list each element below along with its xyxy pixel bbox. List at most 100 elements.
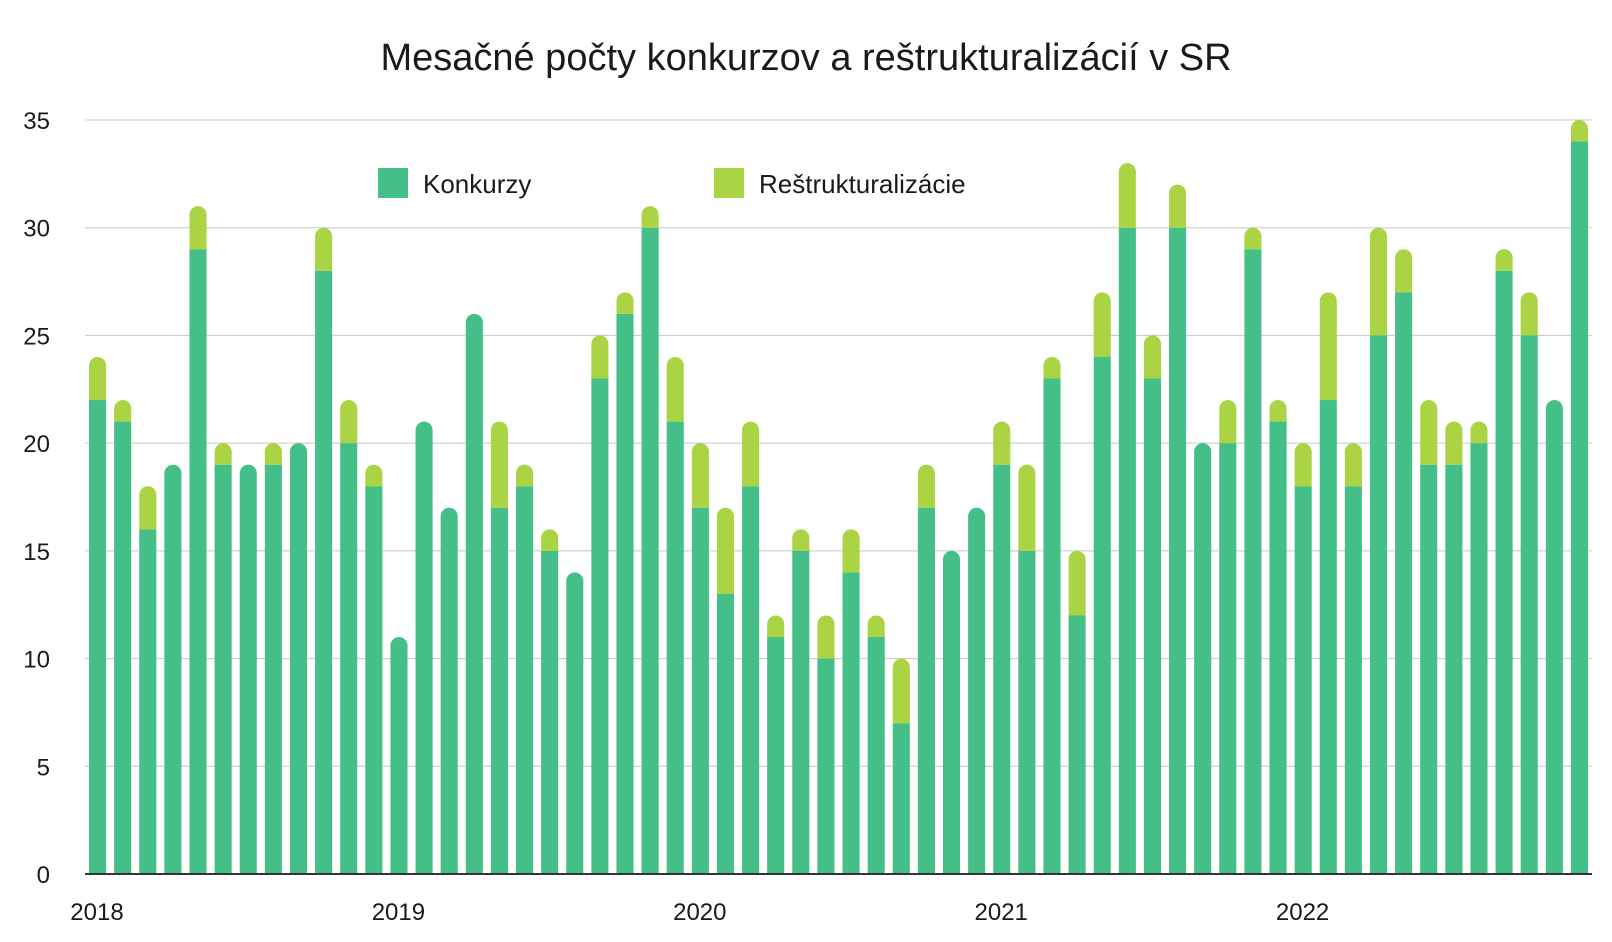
bar-restrukturalizacie bbox=[1219, 400, 1237, 444]
bar-restrukturalizacie bbox=[842, 529, 860, 573]
legend-swatch-konkurzy bbox=[378, 168, 408, 198]
y-tick-label: 35 bbox=[23, 108, 50, 135]
y-tick-label: 30 bbox=[23, 216, 50, 243]
bar-konkurzy bbox=[415, 421, 433, 874]
legend-label-konkurzy: Konkurzy bbox=[423, 169, 531, 199]
bar-konkurzy bbox=[1068, 615, 1086, 874]
bar-group bbox=[516, 464, 534, 874]
bar-konkurzy bbox=[1269, 421, 1287, 874]
bar-group bbox=[1269, 400, 1287, 874]
bar-group bbox=[616, 292, 634, 874]
bar-restrukturalizacie bbox=[867, 615, 885, 638]
bar-restrukturalizacie bbox=[114, 400, 132, 422]
bar-konkurzy bbox=[817, 658, 835, 874]
bar-group bbox=[867, 615, 885, 874]
bar-konkurzy bbox=[315, 270, 333, 874]
bar-group bbox=[641, 206, 659, 874]
bar-restrukturalizacie bbox=[1093, 292, 1111, 357]
bar-group bbox=[1294, 443, 1312, 874]
bar-restrukturalizacie bbox=[264, 443, 282, 465]
bar-restrukturalizacie bbox=[767, 615, 785, 638]
bar-restrukturalizacie bbox=[892, 658, 910, 724]
chart-title: Mesačné počty konkurzov a reštrukturaliz… bbox=[380, 37, 1231, 79]
bar-konkurzy bbox=[1219, 443, 1237, 874]
bar-group bbox=[340, 400, 358, 874]
bar-restrukturalizacie bbox=[993, 421, 1011, 465]
bar-konkurzy bbox=[541, 550, 559, 874]
bar-konkurzy bbox=[566, 572, 584, 874]
bar-restrukturalizacie bbox=[541, 529, 559, 551]
bar-konkurzy bbox=[1093, 356, 1111, 874]
bar-group bbox=[842, 529, 860, 874]
bar-group bbox=[1194, 443, 1212, 874]
bar-restrukturalizacie bbox=[1395, 249, 1413, 293]
bar-konkurzy bbox=[942, 550, 961, 874]
bar-restrukturalizacie bbox=[666, 356, 684, 422]
y-tick-label: 5 bbox=[37, 754, 50, 781]
bar-group bbox=[1495, 249, 1513, 874]
bar-restrukturalizacie bbox=[1319, 292, 1337, 401]
x-tick-label: 2019 bbox=[372, 899, 425, 926]
bar-restrukturalizacie bbox=[214, 443, 232, 465]
bar-group bbox=[490, 421, 508, 874]
x-tick-label: 2018 bbox=[70, 899, 123, 926]
x-tick-label: 2021 bbox=[975, 899, 1028, 926]
bar-restrukturalizacie bbox=[1043, 356, 1061, 379]
bar-konkurzy bbox=[616, 313, 634, 874]
bar-group bbox=[139, 486, 157, 874]
bar-restrukturalizacie bbox=[1445, 421, 1463, 465]
bar-restrukturalizacie bbox=[1118, 163, 1136, 228]
bar-group bbox=[390, 637, 408, 874]
bar-group bbox=[1395, 249, 1413, 874]
gridlines bbox=[85, 119, 1592, 767]
bar-group bbox=[591, 335, 609, 874]
bar-group bbox=[214, 443, 232, 874]
bar-konkurzy bbox=[1495, 270, 1513, 874]
bar-group bbox=[114, 400, 132, 874]
bar-konkurzy bbox=[1118, 227, 1136, 874]
bar-group bbox=[1093, 292, 1111, 874]
bar-group bbox=[164, 464, 182, 874]
bar-restrukturalizacie bbox=[490, 421, 508, 508]
bar-restrukturalizacie bbox=[1143, 335, 1161, 379]
legend-swatch-restrukturalizacie bbox=[714, 168, 744, 198]
bar-konkurzy bbox=[490, 507, 508, 874]
bar-konkurzy bbox=[742, 486, 760, 874]
bar-restrukturalizacie bbox=[716, 507, 735, 594]
bar-group bbox=[1244, 227, 1262, 874]
bar-group bbox=[1445, 421, 1463, 874]
bar-konkurzy bbox=[867, 637, 885, 874]
bar-konkurzy bbox=[89, 400, 107, 874]
bar-group bbox=[415, 421, 433, 874]
bar-konkurzy bbox=[1244, 249, 1262, 874]
bar-group bbox=[1118, 163, 1136, 874]
bar-restrukturalizacie bbox=[1369, 227, 1388, 336]
bar-restrukturalizacie bbox=[1244, 227, 1262, 250]
bar-group bbox=[993, 421, 1011, 874]
bar-group bbox=[1369, 227, 1388, 874]
bar-group bbox=[289, 443, 308, 874]
bar-konkurzy bbox=[1545, 400, 1563, 874]
bar-restrukturalizacie bbox=[89, 356, 107, 401]
bar-konkurzy bbox=[365, 486, 383, 874]
bar-restrukturalizacie bbox=[1294, 443, 1312, 487]
bar-konkurzy bbox=[340, 443, 358, 874]
bar-group bbox=[892, 658, 910, 874]
bar-konkurzy bbox=[264, 464, 282, 874]
bar-restrukturalizacie bbox=[315, 227, 333, 271]
bar-konkurzy bbox=[465, 313, 483, 874]
y-tick-label: 15 bbox=[23, 539, 50, 566]
y-tick-label: 0 bbox=[37, 862, 50, 889]
bar-konkurzy bbox=[767, 637, 785, 874]
bar-konkurzy bbox=[993, 464, 1011, 874]
bar-konkurzy bbox=[641, 227, 659, 874]
bar-konkurzy bbox=[1169, 227, 1187, 874]
bar-group bbox=[716, 507, 735, 874]
bar-group bbox=[1068, 550, 1086, 874]
y-tick-label: 25 bbox=[23, 323, 50, 350]
bar-group bbox=[1043, 356, 1061, 874]
y-tick-label: 20 bbox=[23, 431, 50, 458]
bar-group bbox=[1520, 292, 1538, 874]
bar-group bbox=[465, 313, 483, 874]
bar-restrukturalizacie bbox=[365, 464, 383, 487]
